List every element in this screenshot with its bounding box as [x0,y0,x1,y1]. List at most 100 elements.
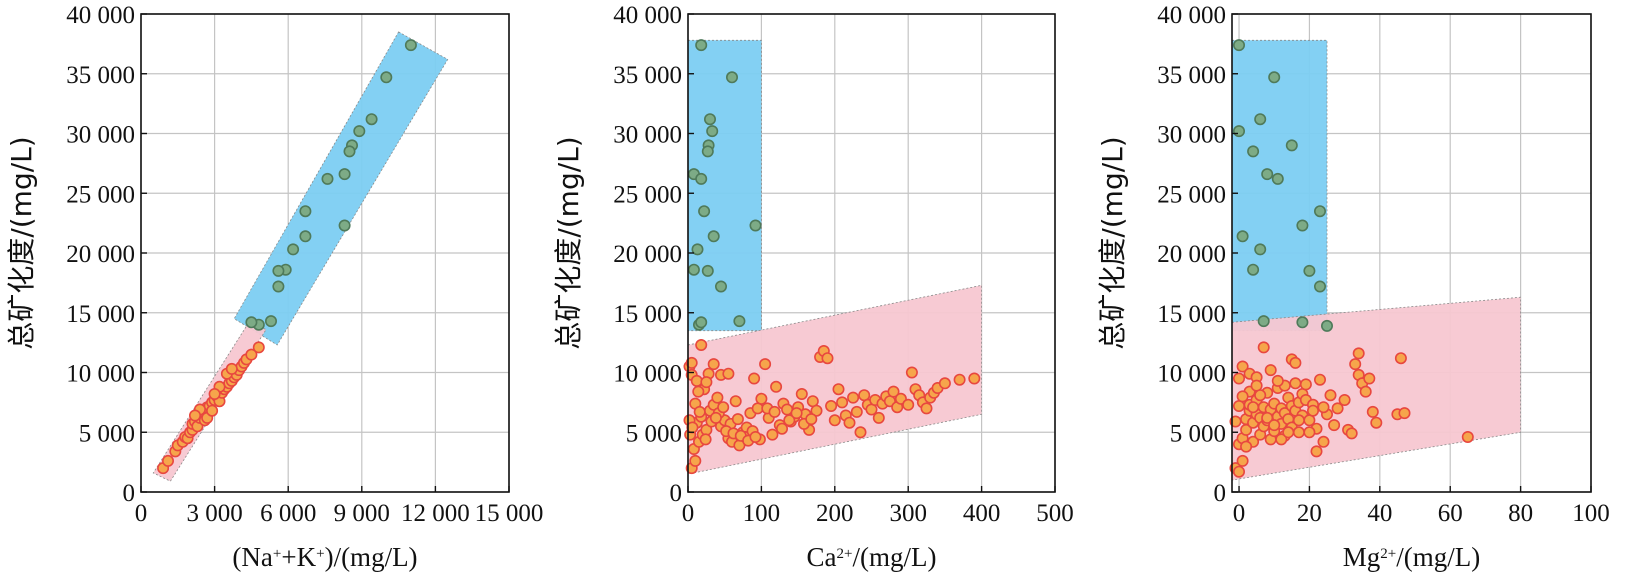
pink-data-point [790,407,803,420]
pink-data-point [206,404,219,417]
blue-data-point [264,315,277,328]
blue-data-point [1321,319,1334,332]
x-tick-label: 60 [1438,500,1463,527]
y-tick-label: 25 000 [1157,181,1226,208]
x-tick-label: 0 [135,500,148,527]
x-tick-label: 9 000 [334,500,390,527]
pink-data-point [1359,385,1372,398]
y-tick-label: 15 000 [613,301,682,328]
blue-data-point [703,113,716,126]
x-tick-label: 100 [1572,500,1610,527]
blue-data-point [749,219,762,232]
y-tick-label: 5 000 [626,420,682,447]
blue-zone [1231,39,1328,332]
y-tick-label: 5 000 [79,420,135,447]
blue-data-point [272,280,285,293]
blue-data-point [1254,243,1267,256]
blue-data-point [343,145,356,158]
pink-data-point [1328,419,1341,432]
x-tick-label: 40 [1367,500,1392,527]
blue-data-point [1254,113,1267,126]
blue-data-point [695,316,708,329]
blue-data-point [1247,263,1260,276]
pink-data-point [1289,377,1302,390]
blue-data-point [245,316,258,329]
y-tick-label: 0 [1214,480,1227,507]
blue-data-point [687,263,700,276]
blue-data-point [1236,230,1249,243]
pink-data-point [795,387,808,400]
pink-data-point [1349,358,1362,371]
y-tick-label: 20 000 [1157,241,1226,268]
x-tick-label: 80 [1508,500,1533,527]
blue-data-point [1296,316,1309,329]
x-tick-label: 0 [1233,500,1246,527]
x-tick-label: 15 000 [475,500,544,527]
pink-data-point [1292,414,1305,427]
y-tick-label: 5 000 [1170,420,1226,447]
pink-data-point [1268,419,1281,432]
pink-data-point [1299,378,1312,391]
pink-data-point [828,414,841,427]
pink-data-point [695,338,708,351]
pink-zone [687,284,982,475]
pink-data-point [887,385,900,398]
pink-data-point [847,391,860,404]
y-tick-label: 20 000 [613,241,682,268]
chart-ca: 0 100 200 300 400 500 0 5 000 10 000 15 000 20 000… [552,2,1074,572]
blue-data-point [698,205,711,218]
blue-data-point [1303,264,1316,277]
pink-data-point [1394,352,1407,365]
blue-data-point [725,71,738,84]
blue-data-point [338,219,351,232]
pink-data-point [717,401,730,414]
y-tick-label: 0 [123,480,136,507]
y-axis-title: 总矿化度/(mg/L) [5,136,38,349]
pink-data-point [953,373,966,386]
pink-data-point [1240,440,1253,453]
blue-data-point [1285,139,1298,152]
pink-data-point [1352,347,1365,360]
blue-data-point [272,264,285,277]
chart-mg: 0 20 40 60 80 100 0 5 000 10 000 15 000 20 000 25 0… [1096,2,1610,572]
pink-data-point [245,348,258,361]
blue-data-point [695,39,708,52]
pink-data-point [1229,415,1242,428]
pink-data-point [1233,372,1246,385]
pink-data-point [1282,426,1295,439]
x-tick-label: 0 [682,500,695,527]
blue-data-point [287,243,300,256]
blue-data-point [691,243,704,256]
blue-data-point [1257,315,1270,328]
x-tick-label: 20 [1297,500,1322,527]
pink-data-point [1271,374,1284,387]
y-tick-label: 30 000 [613,122,682,149]
blue-data-point [321,172,334,185]
pink-data-point [700,376,713,389]
blue-data-point [404,39,417,52]
y-tick-label: 40 000 [613,2,682,29]
y-tick-label: 40 000 [66,2,135,29]
pink-data-point [775,422,788,435]
y-tick-label: 35 000 [66,62,135,89]
pink-data-point [722,367,735,380]
y-tick-label: 25 000 [613,181,682,208]
pink-data-point [707,358,720,371]
pink-data-point [1303,426,1316,439]
y-tick-label: 40 000 [1157,2,1226,29]
pink-data-point [766,428,779,441]
pink-data-point [768,405,781,418]
pink-data-point [1317,401,1330,414]
pink-data-point [1292,426,1305,439]
y-tick-label: 30 000 [66,122,135,149]
y-tick-label: 30 000 [1157,122,1226,149]
pink-data-point [1366,405,1379,418]
blue-data-point [353,125,366,138]
pink-data-point [1345,427,1358,440]
blue-data-point [1314,280,1327,293]
pink-data-point [189,409,202,422]
blue-data-point [299,230,312,243]
pink-data-point [729,395,742,408]
x-axis-title: (Na++K+)/(mg/L) [232,542,417,572]
